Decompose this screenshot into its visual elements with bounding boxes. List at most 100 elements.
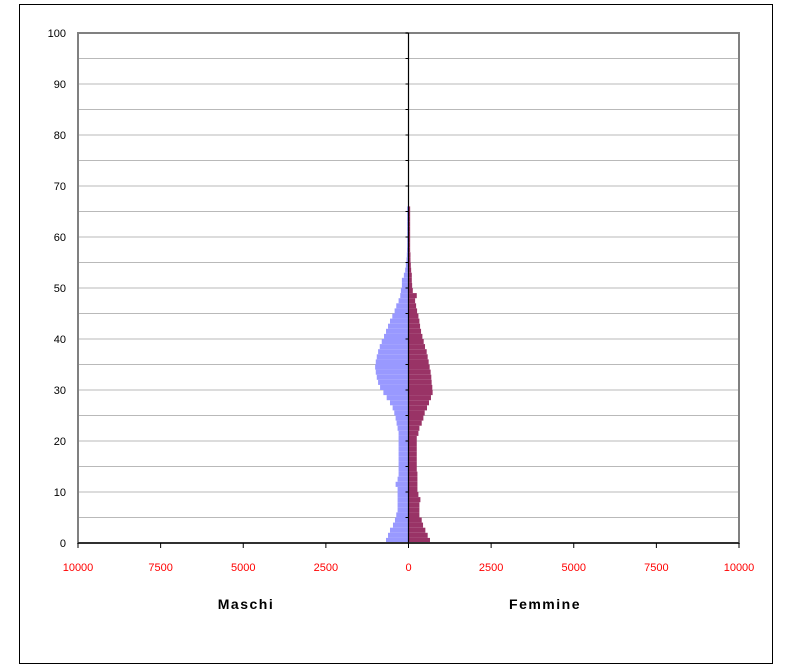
femmine-bar	[408, 374, 432, 380]
femmine-bar	[408, 282, 413, 288]
maschi-bar	[386, 328, 409, 334]
maschi-bar	[407, 247, 409, 253]
maschi-bar	[394, 517, 409, 523]
maschi-bar	[406, 257, 409, 263]
maschi-bar	[389, 318, 409, 324]
maschi-bar	[375, 364, 409, 370]
maschi-bar	[394, 410, 409, 416]
y-tick-label: 30	[54, 385, 66, 397]
maschi-bar	[396, 420, 409, 426]
x-tick-label: 10000	[63, 562, 94, 574]
femmine-bar	[408, 471, 418, 477]
maschi-bar	[392, 522, 409, 528]
femmine-bar	[408, 293, 417, 299]
femmine-bar	[408, 441, 417, 447]
x-tick-label: 0	[405, 562, 411, 574]
maschi-bar	[407, 221, 409, 227]
maschi-bar	[397, 502, 409, 508]
maschi-bar	[398, 298, 409, 304]
maschi-bar	[397, 476, 409, 482]
maschi-bar	[397, 507, 409, 513]
maschi-bar	[375, 369, 409, 375]
femmine-bar	[408, 359, 429, 365]
femmine-bar	[408, 512, 420, 518]
maschi-bar	[398, 446, 409, 452]
femmine-bar	[408, 466, 417, 472]
maschi-bar	[389, 400, 409, 406]
femmine-bar	[408, 354, 428, 360]
maschi-bar	[405, 262, 409, 268]
maschi-bar	[401, 282, 409, 288]
y-tick-label: 0	[60, 538, 66, 550]
maschi-bar	[375, 359, 409, 365]
x-tick-label: 7500	[644, 562, 668, 574]
maschi-bar	[394, 308, 409, 314]
femmine-bar	[408, 231, 411, 237]
y-tick-label: 50	[54, 283, 66, 295]
maschi-bar	[376, 374, 409, 380]
femmine-bar	[408, 522, 424, 528]
maschi-bar	[398, 461, 409, 467]
femmine-bar	[408, 298, 416, 304]
y-tick-label: 100	[48, 28, 66, 40]
femmine-bar	[408, 364, 430, 370]
y-tick-label: 70	[54, 181, 66, 193]
femmine-bar	[408, 206, 411, 212]
femmine-bar	[408, 272, 412, 278]
femmine-bar	[408, 333, 423, 339]
femmine-bar	[408, 303, 417, 309]
femmine-bar	[408, 313, 419, 319]
maschi-bar	[398, 471, 409, 477]
maschi-bar	[407, 206, 409, 212]
maschi-bar	[398, 441, 409, 447]
femmine-bar	[408, 226, 411, 232]
femmine-bar	[408, 252, 411, 258]
maschi-bar	[376, 354, 409, 360]
femmine-bar	[408, 476, 418, 482]
femmine-bar	[408, 517, 422, 523]
maschi-bar	[378, 349, 409, 355]
maschi-bar	[395, 415, 409, 421]
femmine-bar	[408, 262, 411, 268]
maschi-bar	[396, 512, 409, 518]
maschi-bar	[407, 242, 409, 248]
y-tick-label: 80	[54, 130, 66, 142]
maschi-bar	[378, 379, 409, 385]
maschi-bar	[396, 303, 409, 309]
maschi-bar	[379, 344, 409, 350]
maschi-bar	[398, 456, 409, 462]
femmine-bar	[408, 456, 417, 462]
maschi-bar	[407, 211, 409, 217]
x-tick-label: 10000	[724, 562, 755, 574]
maschi-bar	[398, 466, 409, 472]
femmine-bar	[408, 384, 433, 390]
femmine-bar	[408, 379, 432, 385]
maschi-bar	[381, 339, 409, 345]
maschi-bar	[403, 272, 409, 278]
x-tick-label: 7500	[148, 562, 172, 574]
femmine-bar	[408, 425, 420, 431]
maschi-bar	[401, 277, 409, 283]
x-tick-label: 5000	[231, 562, 255, 574]
y-tick-label: 10	[54, 487, 66, 499]
maschi-bar	[384, 333, 409, 339]
femmine-bar	[408, 237, 411, 243]
femmine-bar	[408, 486, 418, 492]
femmine-bar	[408, 532, 428, 538]
femmine-bar	[408, 349, 427, 355]
maschi-bar	[398, 435, 409, 441]
maschi-bar	[398, 430, 409, 436]
maschi-bar	[395, 481, 409, 487]
femmine-bar	[408, 451, 417, 457]
femmine-bar	[408, 395, 431, 401]
maschi-bar	[380, 384, 409, 390]
femmine-bar	[408, 420, 422, 426]
femmine-bar	[408, 446, 417, 452]
femmine-bar	[408, 497, 421, 503]
femmine-bar	[408, 410, 425, 416]
femmine-bar	[408, 277, 412, 283]
femmine-bar	[408, 257, 411, 263]
population-pyramid-chart: 0 10 20 30 40 50 60 70 80 90 100 10000 7500 5000 2500 0…	[48, 28, 755, 612]
maschi-bar	[392, 405, 409, 411]
y-tick-label: 40	[54, 334, 66, 346]
